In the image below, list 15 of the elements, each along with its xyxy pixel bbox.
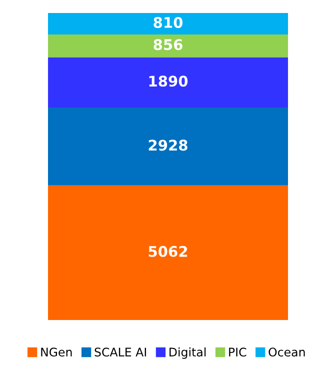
data-label: 1890 [149,76,188,87]
bar [48,108,288,186]
bar [48,13,288,35]
data-label: 810 [154,16,183,28]
legend-label: NGen [41,348,72,357]
bar [48,57,288,108]
legend-label: PIC [229,348,246,357]
data-label: 5062 [148,246,188,257]
legend-label: SCALE AI [94,348,146,357]
legend-label: Ocean [268,348,305,357]
legend-label: Digital [170,347,206,359]
bar [48,185,288,320]
data-label: 856 [154,39,182,50]
data-label: 2928 [148,140,188,151]
bar [48,34,288,58]
